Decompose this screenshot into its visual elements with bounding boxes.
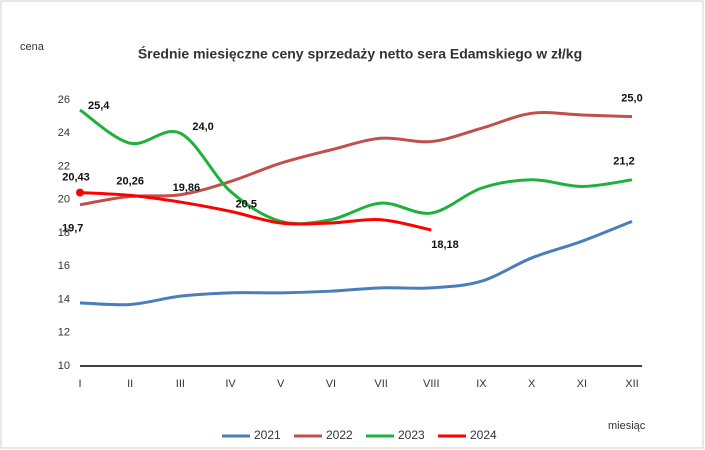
y-tick-label: 24 <box>58 127 70 139</box>
x-tick-label: XII <box>625 378 638 390</box>
y-tick-label: 18 <box>58 227 70 239</box>
data-label: 21,2 <box>613 156 634 168</box>
data-label: 20,43 <box>62 172 90 184</box>
y-tick-label: 10 <box>58 360 70 372</box>
x-tick-label: IV <box>225 378 236 390</box>
data-label: 19,86 <box>173 182 201 194</box>
series-line <box>79 111 633 207</box>
x-tick-label: X <box>528 378 536 390</box>
x-tick-label: VII <box>374 378 387 390</box>
x-tick-label: I <box>78 378 81 390</box>
x-tick-label: XI <box>577 378 587 390</box>
series-line <box>79 108 633 226</box>
y-axis-label: cena <box>20 41 45 53</box>
data-label: 19,7 <box>62 223 83 235</box>
x-tick-label: VI <box>326 378 336 390</box>
y-tick-label: 22 <box>58 160 70 172</box>
x-tick-label: IX <box>476 378 487 390</box>
y-tick-label: 20 <box>58 194 70 206</box>
y-tick-label: 16 <box>58 260 70 272</box>
legend-label: 2023 <box>398 428 425 442</box>
x-tick-label: II <box>127 378 133 390</box>
y-tick-label: 14 <box>58 293 70 305</box>
legend-label: 2024 <box>470 428 497 442</box>
data-label: 24,0 <box>192 121 213 133</box>
legend-label: 2022 <box>326 428 353 442</box>
x-tick-label: V <box>277 378 285 390</box>
point-marker <box>76 188 84 197</box>
y-tick-label: 26 <box>58 94 70 106</box>
x-axis-label: miesiąc <box>608 420 646 432</box>
chart-title: Średnie miesięczne ceny sprzedaży netto … <box>138 45 582 62</box>
data-label: 25,4 <box>88 100 110 112</box>
data-label: 20,26 <box>116 175 144 187</box>
data-label: 25,0 <box>621 93 642 105</box>
x-tick-label: VIII <box>423 378 440 390</box>
series-line <box>79 219 633 307</box>
legend-label: 2021 <box>254 428 281 442</box>
series-line <box>79 191 432 232</box>
y-tick-label: 12 <box>58 327 70 339</box>
data-label: 18,18 <box>431 239 459 251</box>
data-label: 20,5 <box>236 198 257 210</box>
x-tick-label: III <box>176 378 185 390</box>
